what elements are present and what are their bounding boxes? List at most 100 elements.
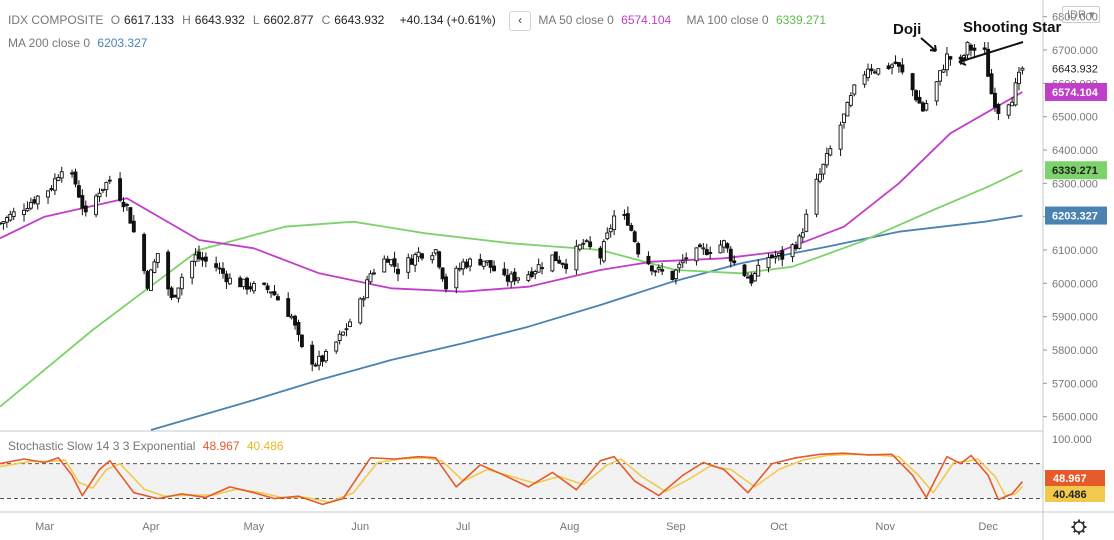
candle-body: [128, 207, 133, 224]
candle-body: [145, 271, 150, 289]
candle-body: [107, 179, 112, 182]
candle-body: [636, 243, 641, 255]
candle-body: [948, 56, 953, 60]
candle-body: [969, 44, 973, 51]
candle-body: [56, 177, 61, 181]
price-badge: [1045, 82, 1107, 101]
candle-body: [241, 278, 246, 288]
candle-body: [1020, 67, 1025, 71]
time-tick-label: Jun: [351, 521, 369, 533]
annotation-doji-arrow: [920, 37, 937, 52]
candle-body: [420, 253, 424, 259]
candle-body: [392, 258, 397, 267]
candle-body: [920, 102, 925, 112]
candle-body: [348, 321, 352, 327]
candle-body: [1006, 104, 1011, 116]
candle-body: [97, 192, 102, 198]
price-badge: [1045, 206, 1107, 225]
candle-body: [94, 195, 99, 216]
candle-body: [821, 163, 826, 175]
candle-body: [536, 264, 541, 273]
candle-body: [49, 188, 54, 191]
candle-body: [179, 276, 184, 290]
candle-body: [848, 95, 853, 106]
candle-body: [464, 261, 469, 268]
currency-selector[interactable]: IDR ▾: [1062, 6, 1100, 23]
candle-body: [872, 71, 877, 74]
price-tick-label: 6000.000: [1052, 278, 1098, 290]
candle-body: [481, 260, 486, 267]
candle-body: [512, 271, 517, 282]
candle-body: [217, 267, 222, 270]
candle-body: [612, 215, 617, 231]
candle-body: [752, 273, 757, 282]
candle-body: [310, 344, 315, 365]
ohlc-c: C 6643.932: [321, 13, 385, 28]
candle-body: [1010, 101, 1015, 107]
oscillator-badge-label: 40.486: [1053, 489, 1087, 501]
candle-body: [296, 322, 301, 335]
candle-body: [732, 260, 737, 264]
candle-body: [502, 268, 507, 276]
candle-body: [293, 315, 298, 326]
collapse-legend-button[interactable]: ‹: [509, 11, 532, 31]
candle-body: [368, 273, 373, 283]
candle-body: [938, 70, 943, 82]
candle-body: [444, 276, 448, 290]
time-tick-label: May: [243, 521, 264, 533]
candle-body: [588, 241, 593, 248]
candle-body: [646, 255, 651, 265]
candle-body: [341, 331, 346, 336]
candle-body: [533, 271, 538, 275]
candle-body: [1, 221, 6, 224]
candle-body: [0, 222, 2, 225]
candle-body: [670, 270, 675, 280]
candle-body: [385, 258, 390, 263]
price-tick-label: 5900.000: [1052, 312, 1098, 324]
candle-body: [993, 92, 997, 108]
candle-body: [845, 101, 850, 117]
candle-body: [454, 267, 459, 289]
candle-body: [553, 251, 558, 262]
candle-body: [965, 41, 970, 56]
candle-body: [842, 113, 846, 123]
candle-body: [708, 252, 713, 254]
candle-body: [313, 364, 318, 367]
candle-body: [265, 285, 270, 291]
candle-body: [193, 254, 198, 262]
candle-body: [972, 47, 977, 51]
candle-body: [797, 235, 802, 249]
candle-body: [272, 291, 277, 296]
candle-body: [152, 261, 157, 273]
candle-body: [389, 259, 394, 266]
candle-body: [914, 90, 919, 101]
candle-body: [121, 201, 126, 208]
oscillator-badge: [1045, 486, 1105, 502]
candle-body: [200, 257, 205, 261]
candle-body: [605, 232, 610, 240]
candle-body: [828, 148, 833, 156]
last-price-label: 6643.932: [1052, 64, 1098, 76]
candle-body: [529, 271, 534, 278]
candle-body: [660, 269, 665, 272]
candle-body: [478, 258, 483, 266]
candle-body: [124, 204, 129, 206]
currency-label: IDR: [1067, 9, 1086, 21]
symbol-name: IDX COMPOSITE: [8, 13, 104, 28]
candle-body: [982, 47, 987, 50]
candle-body: [550, 254, 555, 272]
candle-body: [770, 254, 774, 258]
candle-body: [492, 265, 497, 272]
candle-body: [584, 240, 589, 243]
candle-body: [986, 48, 991, 77]
candle-body: [773, 256, 778, 259]
candle-body: [245, 277, 249, 290]
candle-body: [372, 272, 376, 275]
candle-body: [437, 251, 442, 268]
candle-body: [190, 260, 195, 279]
candle-body: [46, 190, 50, 198]
candle-body: [35, 195, 40, 205]
settings-gear-icon[interactable]: [1071, 519, 1087, 535]
header-row-2: MA 200 close 0 6203.327: [8, 36, 151, 50]
